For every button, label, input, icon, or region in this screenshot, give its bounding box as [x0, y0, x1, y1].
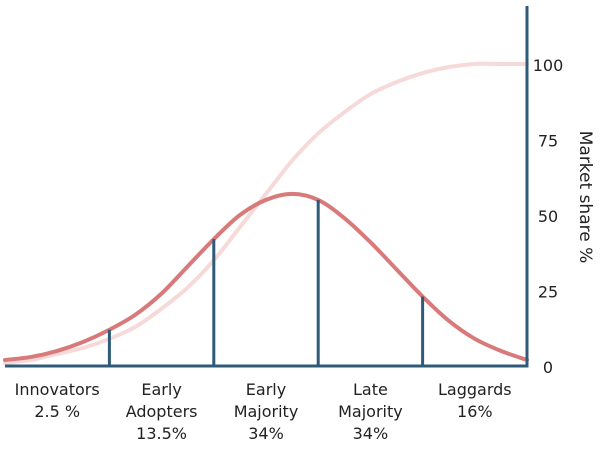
segment-label-line: 2.5 %: [34, 402, 80, 421]
segment-label-line: Late: [353, 380, 388, 399]
segment-label-5: Laggards 16%: [438, 380, 512, 421]
segment-label-1: Innovators 2.5 %: [15, 380, 100, 421]
segment-label-line: 13.5%: [136, 424, 187, 443]
segment-label-line: 34%: [353, 424, 389, 443]
segment-label-line: Majority: [338, 402, 403, 421]
segment-dividers: [107, 199, 425, 366]
segment-labels: Innovators 2.5 % Early Adopters 13.5% Early Ma…: [15, 380, 512, 443]
adoption-bell-line: [3, 191, 529, 362]
y-tick-label: 25: [538, 283, 558, 302]
segment-label-line: Early: [246, 380, 286, 399]
y-tick-labels: 0 25 50 75 100: [533, 56, 564, 377]
segment-label-line: Majority: [234, 402, 299, 421]
segment-label-line: Innovators: [15, 380, 100, 399]
y-tick-label: 0: [543, 358, 553, 377]
segment-label-line: Adopters: [126, 402, 198, 421]
cumulative-series-layer: [3, 61, 529, 365]
segment-label-line: Early: [141, 380, 181, 399]
adoption-series-layer: [3, 191, 529, 362]
y-tick-label: 75: [538, 132, 558, 151]
segment-label-3: Early Majority 34%: [234, 380, 299, 443]
segment-label-4: Late Majority 34%: [338, 380, 403, 443]
segment-label-line: 16%: [457, 402, 493, 421]
axes: [5, 6, 529, 368]
y-axis-title: Market share %: [575, 131, 595, 264]
y-tick-label: 50: [538, 207, 558, 226]
segment-label-2: Early Adopters 13.5%: [126, 380, 198, 443]
segment-label-line: Laggards: [438, 380, 512, 399]
cumulative-adoption-line: [3, 61, 529, 365]
y-tick-label: 100: [533, 56, 564, 75]
segment-label-line: 34%: [248, 424, 284, 443]
